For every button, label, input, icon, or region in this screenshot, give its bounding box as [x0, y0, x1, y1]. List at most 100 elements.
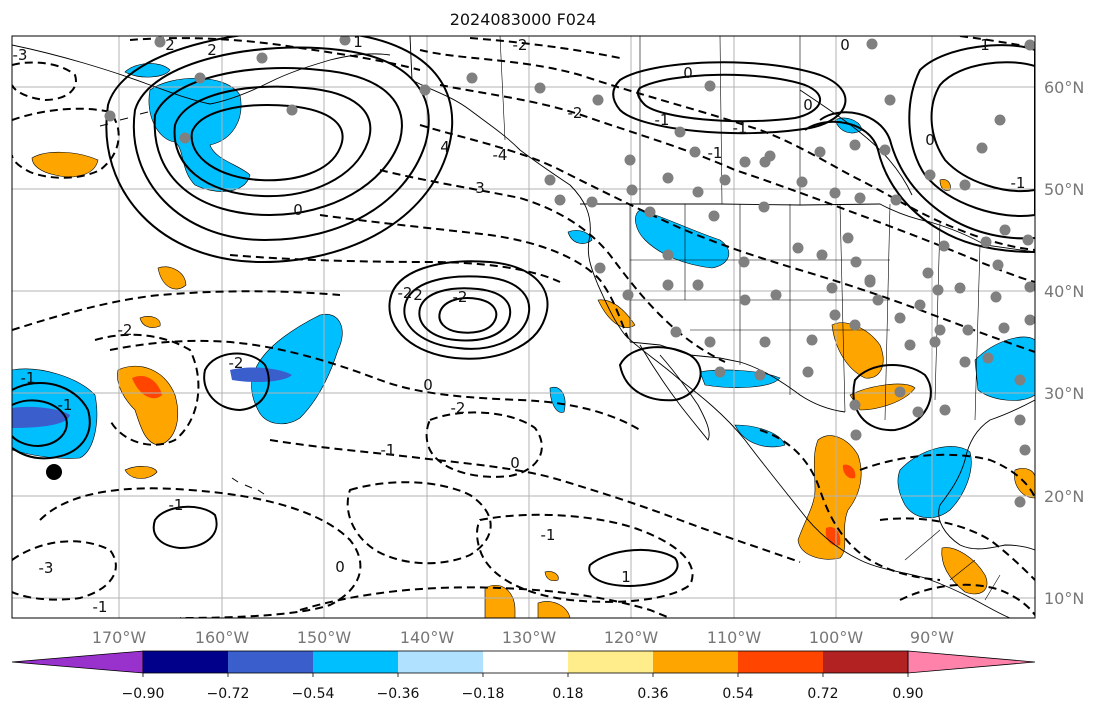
station-dot — [1024, 314, 1035, 326]
map-title: 2024083000 F024 — [450, 10, 597, 29]
contour-label: 3 — [475, 179, 485, 197]
dashed-contour-line — [94, 333, 200, 446]
dashed-contour-line — [859, 453, 1035, 499]
contour-label: -2 — [513, 36, 528, 54]
position-marker — [46, 464, 62, 480]
contour-label: 0 — [803, 96, 813, 114]
station-dot — [854, 192, 866, 204]
station-dot — [982, 352, 994, 364]
contour-label: -2 — [568, 104, 583, 122]
contour-labels: 2 2 1 -2-243-4-302-2-10-11-10-3-2-1-1 0-2-2-… — [13, 36, 1026, 616]
shade-negative-region — [124, 63, 171, 78]
station-dot — [554, 194, 566, 206]
longitude-tick-label: 90°W — [910, 628, 954, 647]
contour-label: 2 — [207, 41, 217, 59]
station-dot — [286, 104, 298, 116]
dashed-contour-line — [469, 37, 621, 59]
contour-label: 0 — [683, 64, 693, 82]
latitude-tick-label: 60°N — [1044, 78, 1084, 97]
longitude-tick-label: 120°W — [604, 628, 659, 647]
dashed-contour-line — [12, 290, 341, 331]
colorbar-tick-label: −0.72 — [207, 686, 250, 702]
shade-positive-region — [941, 547, 988, 595]
shade-positive-region — [544, 571, 559, 582]
hawaii-islands — [231, 477, 265, 495]
station-dot — [1014, 374, 1026, 386]
station-dot — [179, 132, 191, 144]
station-dot — [758, 201, 770, 213]
solid-contour-line — [153, 67, 403, 217]
contour-label: -1 — [169, 496, 184, 514]
longitude-tick-labels: 170°W 160°W 150°W 140°W 130°W 120°W 110°W 100°W… — [92, 628, 954, 647]
station-dot — [738, 256, 750, 268]
latitude-tick-label: 40°N — [1044, 282, 1084, 301]
shade-positive-region — [157, 266, 187, 290]
colorbar-tick-label: 0.54 — [722, 686, 753, 702]
station-dot — [1019, 444, 1031, 456]
station-dot — [704, 336, 716, 348]
solid-contour-line — [173, 85, 372, 198]
station-dot — [624, 154, 636, 166]
us-canada-border — [580, 203, 1035, 253]
station-dot — [802, 366, 814, 378]
solid-contour-line — [190, 104, 344, 182]
shade-positive-region — [537, 601, 571, 618]
station-dot — [662, 172, 674, 184]
station-dot — [104, 110, 116, 122]
station-dot — [594, 262, 606, 274]
solid-contour-line — [438, 297, 498, 334]
shade-negative-region — [567, 230, 593, 244]
solid-contours — [12, 36, 1035, 588]
station-dot — [814, 146, 826, 158]
contour-label: -2 — [453, 288, 468, 306]
solid-contour-line — [203, 352, 270, 412]
contour-label: 0 — [335, 558, 345, 576]
dashed-contour-line — [899, 583, 1035, 616]
station-dot — [992, 259, 1004, 271]
solid-contour-line — [852, 364, 932, 432]
alaska-coastline — [12, 44, 391, 105]
north-america-pacific-coastline — [409, 36, 1011, 618]
station-dot — [962, 324, 974, 336]
station-dot — [954, 282, 966, 294]
station-dot — [1014, 496, 1026, 508]
station-dot — [849, 139, 861, 151]
station-dot — [586, 196, 598, 208]
station-dots — [104, 36, 1035, 508]
colorbar-tick-label: 0.18 — [552, 686, 583, 702]
station-dot — [704, 80, 716, 92]
station-dot — [939, 404, 951, 416]
station-dot — [796, 176, 808, 188]
station-dot — [194, 72, 206, 84]
colorbar-segment — [568, 651, 653, 673]
longitude-tick-label: 160°W — [195, 628, 250, 647]
station-dot — [622, 289, 634, 301]
station-dot — [256, 52, 268, 64]
station-dot — [924, 169, 936, 181]
station-dot — [904, 339, 916, 351]
contour-label: 0 — [423, 376, 433, 394]
colorbar-tick-label: 0.90 — [892, 686, 923, 702]
solid-contour-line — [418, 287, 512, 342]
station-dot — [842, 232, 854, 244]
contour-label: 0 — [293, 201, 303, 219]
solid-contour-line — [908, 44, 1035, 217]
station-dot — [866, 38, 878, 50]
colorbar-segment — [483, 651, 568, 673]
station-dot — [829, 309, 841, 321]
contour-label: -1 — [58, 396, 73, 414]
contour-label: 2 — [413, 286, 423, 304]
colorbar-outline — [142, 650, 909, 674]
contour-label: -1 — [1011, 174, 1026, 192]
contour-label: -4 — [493, 146, 508, 164]
solid-contour-line — [105, 36, 454, 264]
station-dot — [806, 334, 818, 346]
longitude-tick-label: 140°W — [400, 628, 455, 647]
dashed-contour-line — [759, 429, 941, 581]
colorbar-extend-high — [907, 650, 1036, 674]
dashed-contour-line — [109, 339, 641, 431]
dashed-contour-line — [12, 540, 117, 601]
gulf-coast — [938, 399, 1035, 551]
shade-positive-region — [939, 179, 951, 191]
